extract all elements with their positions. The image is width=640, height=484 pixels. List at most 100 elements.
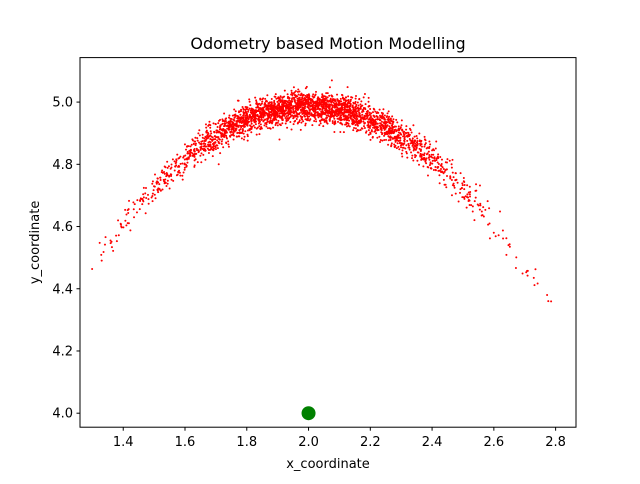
particle-point xyxy=(179,162,182,165)
particle-point xyxy=(250,131,253,134)
particle-point xyxy=(334,120,337,123)
particle-point xyxy=(196,139,199,142)
particle-point xyxy=(397,125,400,128)
particle-point xyxy=(387,143,390,146)
particle-point xyxy=(248,113,251,116)
particle-point xyxy=(254,123,257,126)
particle-point xyxy=(399,144,402,147)
particle-point xyxy=(464,195,467,198)
particle-point xyxy=(288,101,291,104)
particle-point xyxy=(230,124,233,127)
particle-point xyxy=(325,92,328,95)
particle-point xyxy=(228,120,231,123)
particle-point xyxy=(334,109,337,112)
particle-point xyxy=(328,103,331,106)
particle-point xyxy=(288,108,291,111)
particle-point xyxy=(157,181,160,184)
particle-point xyxy=(156,189,159,192)
particle-point xyxy=(358,107,361,110)
particle-point xyxy=(353,126,356,129)
particle-point xyxy=(227,116,230,119)
particle-point xyxy=(234,129,237,132)
particle-point xyxy=(475,189,478,192)
particle-point xyxy=(249,104,252,107)
particle-point xyxy=(326,109,329,112)
particle-point xyxy=(222,146,225,149)
particle-point xyxy=(227,143,230,146)
particle-point xyxy=(497,234,500,237)
particle-point xyxy=(302,111,305,114)
particle-point xyxy=(405,128,408,131)
particle-point xyxy=(425,153,428,156)
particle-point xyxy=(384,126,387,129)
particle-point xyxy=(470,204,473,207)
particle-point xyxy=(373,125,376,128)
particle-point xyxy=(389,138,392,141)
particle-point xyxy=(295,118,298,121)
particle-point xyxy=(374,128,377,131)
particle-point xyxy=(443,170,446,173)
particle-point xyxy=(326,103,329,106)
particle-point xyxy=(356,129,359,132)
particle-point xyxy=(461,196,464,199)
particle-point xyxy=(436,155,439,158)
particle-point xyxy=(204,158,207,161)
particle-point xyxy=(363,93,366,96)
particle-point xyxy=(196,161,199,164)
particle-point xyxy=(314,118,317,121)
particle-point xyxy=(387,129,390,132)
particle-point xyxy=(343,110,346,113)
particle-point xyxy=(536,282,539,285)
particle-point xyxy=(299,115,302,118)
origin-point xyxy=(301,406,316,421)
particle-point xyxy=(194,136,197,139)
particle-point xyxy=(207,141,210,144)
particle-point xyxy=(408,146,411,149)
particle-point xyxy=(402,132,405,135)
particle-point xyxy=(197,132,200,135)
particle-point xyxy=(238,135,241,138)
particle-point xyxy=(132,208,135,211)
particle-point xyxy=(363,122,366,124)
particle-point xyxy=(324,111,327,114)
particle-point xyxy=(502,237,505,240)
particle-point xyxy=(392,126,395,129)
particle-point xyxy=(408,148,411,151)
particle-point xyxy=(281,99,284,102)
particle-point xyxy=(252,115,255,118)
particle-point xyxy=(164,178,167,181)
particle-point xyxy=(412,141,415,144)
particle-point xyxy=(432,168,435,171)
particle-point xyxy=(193,140,196,143)
particle-point xyxy=(290,128,293,131)
particle-point xyxy=(361,113,364,116)
particle-point xyxy=(266,114,269,117)
particle-point xyxy=(391,137,394,140)
particle-point xyxy=(411,154,414,157)
particle-point xyxy=(261,113,264,115)
particle-point xyxy=(383,114,386,117)
particle-point xyxy=(290,89,293,92)
particle-point xyxy=(185,164,188,167)
particle-point xyxy=(437,153,440,156)
particle-point xyxy=(394,125,397,128)
particle-point xyxy=(270,115,273,118)
particle-point xyxy=(161,188,164,191)
particle-point xyxy=(362,120,365,123)
particle-point xyxy=(195,147,198,150)
particle-point xyxy=(368,120,371,123)
particle-point xyxy=(450,166,453,169)
particle-point xyxy=(200,161,203,164)
particle-point xyxy=(391,115,394,118)
particle-point xyxy=(312,106,315,109)
particle-point xyxy=(372,124,375,127)
particle-point xyxy=(401,155,404,158)
particle-point xyxy=(262,106,265,109)
particle-point xyxy=(397,145,400,148)
particle-point xyxy=(257,122,260,125)
particle-point xyxy=(306,115,309,118)
particle-point xyxy=(151,200,154,203)
particle-point xyxy=(327,105,330,108)
particle-point xyxy=(221,118,224,121)
particle-point xyxy=(296,101,299,104)
